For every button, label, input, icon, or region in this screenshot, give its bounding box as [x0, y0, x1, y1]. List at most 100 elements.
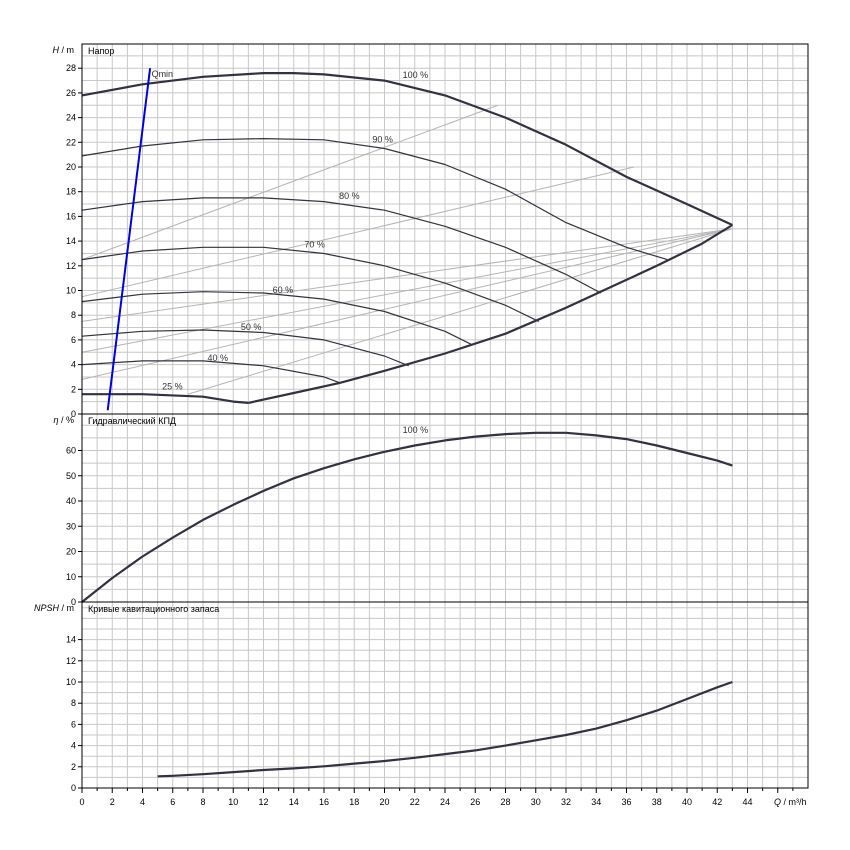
curve-label: 50 % — [241, 322, 262, 332]
x-tick-label: 10 — [228, 797, 238, 807]
x-tick-label: 30 — [531, 797, 541, 807]
curve-label: 100 % — [403, 70, 429, 80]
curve-label: 40 % — [208, 353, 229, 363]
y-axis-label: NPSH / m — [34, 603, 74, 613]
y-tick-label: 14 — [66, 635, 76, 645]
curve-label: Qmin — [152, 69, 174, 79]
y-tick-label: 22 — [66, 137, 76, 147]
grid-layer — [82, 44, 808, 788]
labels-layer: H / m Напор 100 % 90 % 80 % 70 % 60 % 50 % 40 % 2… — [34, 45, 807, 807]
x-tick-label: 2 — [110, 797, 115, 807]
curve-qmin — [106, 68, 152, 411]
y-tick-label: 60 — [66, 446, 76, 456]
y-tick-label: 28 — [66, 63, 76, 73]
x-tick-label: 44 — [742, 797, 752, 807]
x-tick-label: 36 — [621, 797, 631, 807]
y-tick-label: 6 — [71, 719, 76, 729]
y-tick-label: 50 — [66, 471, 76, 481]
y-tick-label: 4 — [71, 360, 76, 370]
y-tick-label: 10 — [66, 572, 76, 582]
curve-70 — [81, 246, 540, 322]
x-tick-label: 14 — [289, 797, 299, 807]
curve-40 — [81, 360, 341, 384]
x-tick-label: 26 — [470, 797, 480, 807]
x-tick-label: 20 — [379, 797, 389, 807]
curve-25 — [82, 393, 249, 404]
curve-label: 100 % — [403, 425, 429, 435]
y-tick-label: 0 — [71, 783, 76, 793]
x-tick-label: 22 — [410, 797, 420, 807]
curve-label: 90 % — [372, 134, 393, 144]
x-tick-label: 12 — [258, 797, 268, 807]
y-tick-label: 40 — [66, 496, 76, 506]
y-tick-label: 26 — [66, 88, 76, 98]
y-tick-label: 2 — [71, 762, 76, 772]
y-tick-label: 0 — [71, 409, 76, 419]
x-tick-label: 16 — [319, 797, 329, 807]
curve-npsh — [157, 680, 733, 778]
x-tick-label: 6 — [170, 797, 175, 807]
x-tick-label: 42 — [712, 797, 722, 807]
curves-layer — [81, 68, 733, 778]
y-tick-label: 2 — [71, 384, 76, 394]
y-axis-unit: / m — [59, 45, 74, 55]
system-line — [81, 166, 635, 298]
curve-100 — [81, 431, 733, 603]
x-axis-unit: / m³/h — [781, 797, 807, 807]
system-line — [81, 228, 733, 322]
curve-limit — [248, 224, 733, 404]
y-axis-label: η / % — [53, 415, 74, 425]
y-tick-label: 6 — [71, 335, 76, 345]
x-tick-label: 24 — [440, 797, 450, 807]
x-tick-label: 38 — [652, 797, 662, 807]
y-tick-label: 8 — [71, 698, 76, 708]
system-line — [81, 228, 733, 353]
y-tick-label: 20 — [66, 162, 76, 172]
x-tick-label: 8 — [200, 797, 205, 807]
y-tick-label: 0 — [71, 597, 76, 607]
x-tick-label: 40 — [682, 797, 692, 807]
curve-label: 25 % — [162, 381, 183, 391]
y-axis-label: H / m — [53, 45, 75, 55]
x-tick-label: 32 — [561, 797, 571, 807]
x-tick-label: 28 — [500, 797, 510, 807]
panel-title-2: Гидравлический КПД — [88, 416, 176, 426]
curve-60 — [81, 291, 473, 346]
panel-title-3: Кривые кавитационного запаса — [88, 604, 219, 614]
y-tick-label: 12 — [66, 261, 76, 271]
curve-label: 60 % — [273, 285, 294, 295]
x-axis-label: Q / m³/h — [774, 797, 807, 807]
system-line — [187, 228, 733, 395]
y-tick-label: 4 — [71, 741, 76, 751]
y-axis-symbol: η — [53, 415, 58, 425]
y-axis-unit: / m — [59, 603, 74, 613]
y-axis-symbol: H — [53, 45, 60, 55]
y-tick-label: 10 — [66, 286, 76, 296]
system-line — [81, 228, 733, 380]
curve-50 — [81, 329, 409, 367]
x-axis-symbol: Q — [774, 797, 781, 807]
y-tick-label: 20 — [66, 547, 76, 557]
curve-90 — [81, 138, 668, 261]
x-tick-label: 4 — [140, 797, 145, 807]
y-tick-label: 24 — [66, 113, 76, 123]
ticks-layer: 0246810121416182022242628010203040506002… — [66, 63, 794, 807]
y-tick-label: 14 — [66, 236, 76, 246]
curve-80 — [81, 197, 602, 294]
load-lines-layer — [81, 104, 733, 395]
x-tick-label: 0 — [79, 797, 84, 807]
x-tick-label: 34 — [591, 797, 601, 807]
y-tick-label: 30 — [66, 521, 76, 531]
y-tick-label: 18 — [66, 187, 76, 197]
y-tick-label: 8 — [71, 310, 76, 320]
curve-label: 80 % — [339, 191, 360, 201]
y-tick-label: 16 — [66, 211, 76, 221]
panel-title-1: Напор — [88, 46, 114, 56]
system-line — [81, 104, 499, 261]
y-axis-unit: / % — [58, 415, 74, 425]
curve-100 — [81, 71, 733, 226]
y-axis-symbol: NPSH — [34, 603, 60, 613]
y-tick-label: 12 — [66, 656, 76, 666]
y-tick-label: 10 — [66, 677, 76, 687]
